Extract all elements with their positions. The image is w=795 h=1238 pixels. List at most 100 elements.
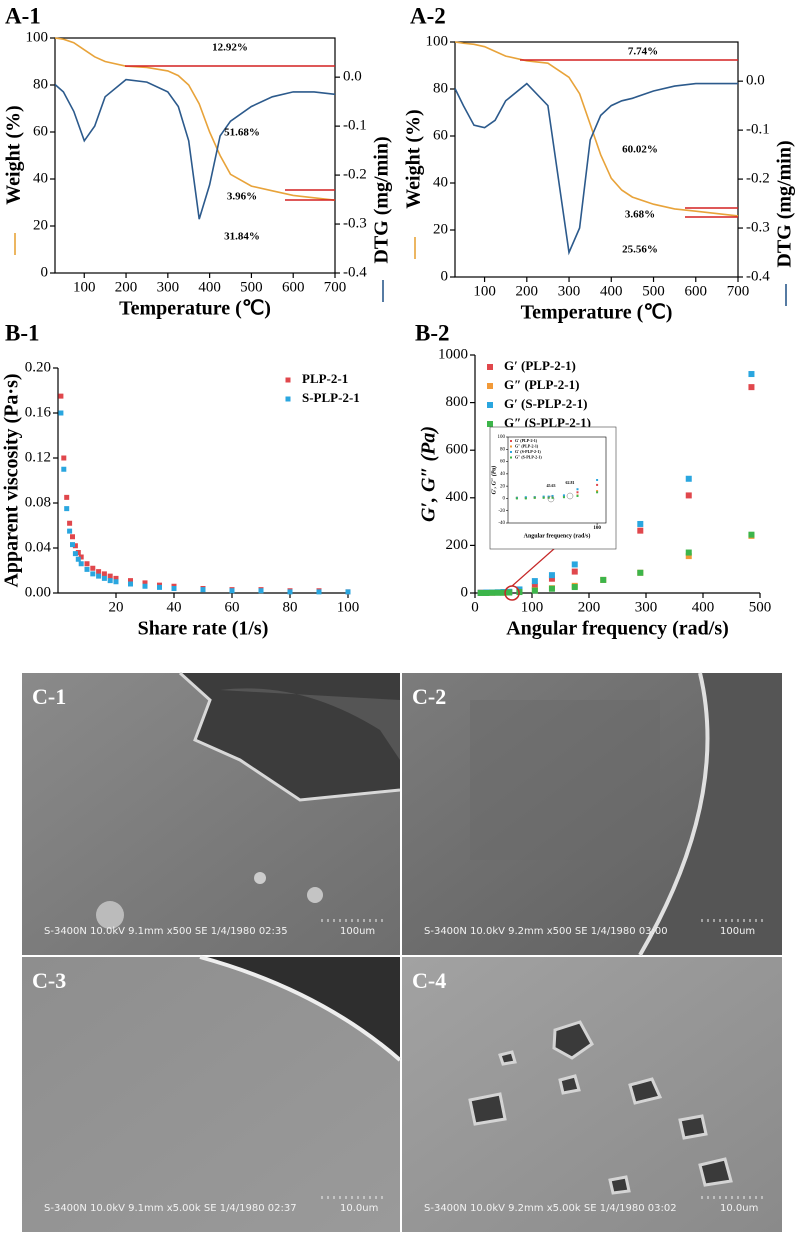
image-info: S-3400N 10.0kV 9.2mm x5.00k SE 1/4/1980 … — [424, 1203, 677, 1214]
x-tick-label: 500 — [749, 599, 772, 615]
y-tick-label: 40 — [433, 174, 448, 190]
data-point — [637, 520, 644, 527]
data-point — [75, 556, 81, 562]
data-point — [142, 583, 148, 589]
x-tick-label: 80 — [283, 599, 298, 615]
data-point — [494, 589, 501, 596]
data-point — [483, 590, 490, 596]
data-point — [562, 494, 565, 497]
x-tick-label: 300 — [157, 279, 180, 295]
y-tick-label: 0 — [441, 268, 449, 284]
data-point — [551, 496, 554, 499]
panel-label: B-2 — [415, 320, 450, 345]
y-tick-label: 20 — [33, 217, 48, 233]
x-tick-label: 400 — [198, 279, 221, 295]
data-point — [67, 528, 73, 534]
data-point — [542, 495, 545, 498]
legend-label: G′ (S-PLP-2-1) — [504, 396, 587, 411]
data-point — [72, 551, 78, 557]
y-tick-label: -20 — [498, 509, 505, 514]
y-tick-label: 20 — [433, 221, 448, 237]
y-axis-title: G′, G″ (Pa) — [490, 466, 497, 495]
y2-tick-label: -0.2 — [746, 171, 770, 187]
data-point — [287, 589, 293, 595]
data-point — [637, 569, 644, 576]
data-point — [489, 589, 496, 596]
legend-swatch — [510, 445, 512, 448]
x-axis-title: Angular frequency (rad/s) — [524, 532, 591, 539]
legend-label: S-PLP-2-1 — [302, 390, 360, 405]
data-point — [90, 571, 96, 577]
y-axis-title: Apparent viscosity (Pa·s) — [1, 373, 23, 587]
y-tick-label: 0.16 — [25, 404, 52, 420]
data-point — [547, 496, 550, 499]
y-tick-label: 0.08 — [25, 494, 51, 510]
chart-panel: 100 200 300 400 500 600 700 0 20 40 60 80 100 0.0 -0.1… — [403, 3, 795, 323]
x-axis-title: Share rate (1/s) — [138, 618, 269, 640]
annotation: 3.68% — [625, 209, 655, 221]
y-tick-label: -40 — [498, 521, 505, 526]
legend-label: G′ (PLP-2-1) — [504, 358, 576, 373]
y-tick-label: 100 — [26, 29, 49, 45]
legend-label: G′ (PLP-2-1) — [515, 438, 538, 443]
annotation: 60.02% — [622, 144, 658, 156]
panel-label: B-1 — [5, 320, 40, 345]
annotation-circle — [566, 492, 574, 500]
y-tick-label: 80 — [500, 447, 506, 452]
data-point — [107, 578, 113, 584]
chart-panel: 100 200 300 400 500 600 700 0 20 40 60 80 100 0.0 -0.1… — [3, 3, 393, 319]
data-point — [748, 531, 755, 538]
data-point — [345, 589, 351, 595]
y2-tick-label: -0.3 — [746, 219, 770, 235]
data-point — [685, 553, 692, 560]
x-axis-title: Temperature (℃) — [119, 298, 271, 320]
y2-tick-label: -0.1 — [343, 118, 367, 134]
annotation: 45.63 — [547, 483, 556, 488]
data-point — [78, 554, 84, 560]
annotation: 31.84% — [224, 231, 260, 243]
y-tick-label: 80 — [33, 76, 48, 92]
data-point — [685, 475, 692, 482]
x-tick-label: 100 — [73, 279, 96, 295]
legend-swatch — [487, 402, 493, 408]
x-tick-label: 200 — [115, 279, 138, 295]
image-info: S-3400N 10.0kV 9.1mm x500 SE 1/4/1980 02… — [44, 926, 288, 937]
data-point — [531, 582, 538, 589]
data-point — [600, 576, 607, 583]
legend-label: G″ (S-PLP-2-1) — [504, 415, 591, 430]
data-line — [54, 78, 336, 220]
legend-swatch — [510, 440, 512, 442]
data-point — [67, 520, 73, 526]
x-tick-label: 0 — [471, 599, 479, 615]
data-point — [316, 589, 322, 595]
plot-frame — [507, 436, 607, 524]
legend-label: G′ (S-PLP-2-1) — [515, 449, 541, 454]
data-line — [54, 37, 336, 201]
data-point — [551, 494, 554, 497]
data-point — [258, 588, 264, 594]
data-point — [142, 580, 148, 586]
data-point — [171, 586, 177, 591]
y-tick-label: 100 — [498, 435, 506, 440]
x-tick-label: 300 — [558, 283, 581, 299]
sem-image — [22, 671, 401, 955]
x-tick-label: 700 — [727, 283, 750, 299]
data-point — [61, 455, 67, 461]
x-tick-label: 100 — [473, 283, 496, 299]
y-tick-label: 80 — [433, 80, 448, 96]
y-tick-label: 0.12 — [25, 449, 51, 465]
data-point — [596, 491, 599, 494]
x-tick-label: 200 — [578, 599, 601, 615]
legend-label: G″ (S-PLP-2-1) — [515, 454, 542, 459]
image-info: S-3400N 10.0kV 9.2mm x500 SE 1/4/1980 03… — [424, 926, 668, 937]
data-point — [157, 584, 162, 590]
data-point — [748, 371, 755, 378]
x-tick-label: 100 — [337, 599, 360, 615]
data-point — [531, 578, 538, 585]
y-tick-label: 600 — [446, 442, 469, 458]
data-point — [84, 566, 90, 572]
legend-swatch — [487, 383, 493, 389]
data-point — [524, 496, 527, 499]
y-tick-label: 40 — [500, 472, 506, 477]
